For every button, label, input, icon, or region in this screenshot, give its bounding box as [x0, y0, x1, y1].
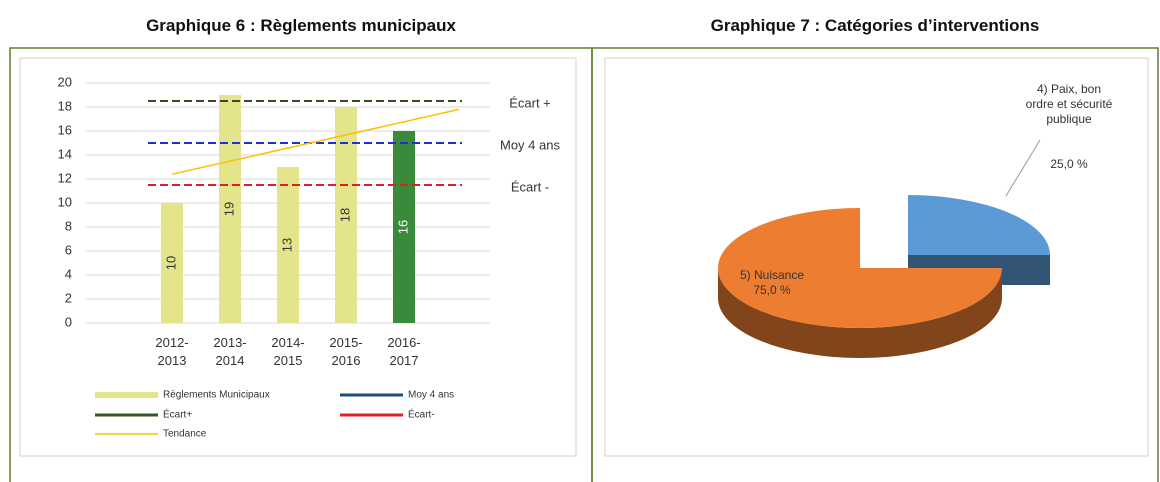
slice-label: 4) Paix, bon ordre et sécurité publique [1025, 82, 1113, 126]
x-tick-label: 2014-2015 [271, 335, 305, 368]
trend-line [171, 108, 460, 175]
chart-frame [604, 57, 1149, 457]
y-tick-label: 12 [58, 170, 72, 185]
slice-label: 5) Nuisance [739, 268, 805, 282]
reference-label: Écart + [509, 95, 551, 110]
bar-value-label: 18 [337, 208, 352, 222]
bar-value-label: 10 [163, 256, 178, 270]
y-tick-label: 8 [65, 218, 72, 233]
chart-title: Graphique 6 : Règlements municipaux [146, 16, 456, 35]
legend-label: Écart+ [163, 408, 192, 421]
y-tick-label: 14 [58, 146, 72, 161]
y-tick-label: 4 [65, 266, 72, 281]
bar [219, 95, 241, 323]
x-tick-label: 2016-2017 [387, 335, 421, 368]
slice-value-label: 75,0 % [753, 283, 791, 297]
x-tick-label: 2012-2013 [155, 335, 189, 368]
bar-value-label: 16 [395, 220, 410, 234]
x-tick-label: 2015-2016 [329, 335, 363, 368]
bar [161, 203, 183, 323]
bar-value-label: 13 [279, 238, 294, 252]
y-tick-label: 16 [58, 122, 72, 137]
reference-label: Moy 4 ans [500, 137, 560, 152]
bar [335, 107, 357, 323]
panel-border [591, 47, 1159, 482]
pie-side [718, 268, 1002, 358]
slice-value-label: 25,0 % [1050, 157, 1088, 171]
legend-label: Règlements Municipaux [163, 390, 270, 401]
y-tick-label: 20 [58, 74, 72, 89]
y-tick-label: 18 [58, 98, 72, 113]
y-tick-label: 6 [65, 242, 72, 257]
bar [277, 167, 299, 323]
legend-label: Écart- [408, 408, 435, 421]
x-tick-label: 2013-2014 [213, 335, 247, 368]
legend-label: Tendance [163, 429, 207, 440]
leader-line [1005, 139, 1041, 197]
chart-title: Graphique 7 : Catégories d’interventions [710, 16, 1040, 35]
bar [393, 131, 415, 323]
pie-slice [908, 195, 1050, 255]
pie-slice [718, 208, 1002, 328]
y-tick-label: 0 [65, 314, 72, 329]
y-tick-label: 10 [58, 194, 72, 209]
chart-frame [19, 57, 577, 457]
reference-label: Écart - [511, 179, 549, 194]
panel-border [9, 47, 593, 482]
legend-label: Moy 4 ans [408, 390, 454, 401]
y-tick-label: 2 [65, 290, 72, 305]
bar-value-label: 19 [221, 202, 236, 216]
